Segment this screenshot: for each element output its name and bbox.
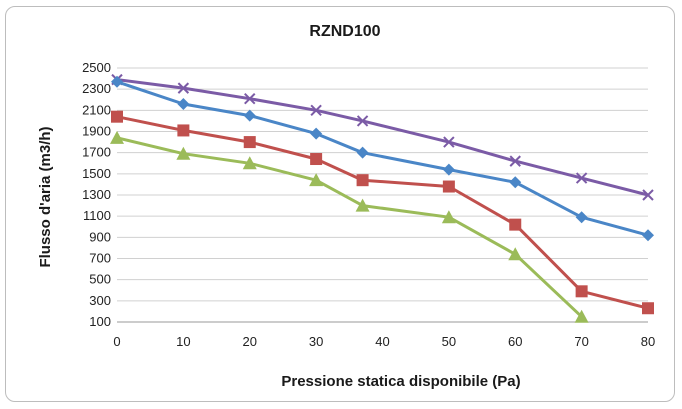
y-tick-label: 900 bbox=[89, 229, 111, 244]
series-group bbox=[110, 73, 654, 323]
y-axis-title: Flusso d'aria (m3/h) bbox=[37, 126, 54, 267]
series-1-point-3 bbox=[310, 127, 323, 140]
y-tick-label: 500 bbox=[89, 272, 111, 287]
y-tick-label: 2100 bbox=[82, 102, 111, 117]
y-tick-label: 100 bbox=[89, 314, 111, 329]
series-2-point-0 bbox=[111, 110, 123, 123]
x-tick-label: 10 bbox=[176, 334, 190, 349]
series-3-point-4 bbox=[355, 198, 370, 212]
series-2-point-5 bbox=[442, 180, 455, 193]
y-tick-label: 700 bbox=[89, 251, 111, 266]
series-1-point-1 bbox=[177, 97, 190, 110]
series-2-point-6 bbox=[509, 218, 522, 231]
series-1-point-2 bbox=[243, 109, 256, 122]
series-1-point-5 bbox=[442, 163, 455, 176]
series-0-point-5 bbox=[443, 136, 455, 148]
y-tick-label: 1100 bbox=[83, 208, 111, 223]
chart-frame bbox=[5, 6, 675, 402]
series-3-point-6 bbox=[508, 247, 523, 261]
series-0-point-2 bbox=[244, 92, 256, 105]
series-0-point-4 bbox=[356, 115, 369, 127]
series-3-point-7 bbox=[574, 309, 589, 323]
series-1-point-8 bbox=[642, 229, 654, 242]
series-2-point-2 bbox=[243, 136, 256, 149]
y-tick-label: 300 bbox=[89, 293, 111, 308]
chart-title: RZND100 bbox=[309, 23, 380, 40]
y-tick-label: 1700 bbox=[82, 145, 111, 160]
series-2-point-4 bbox=[356, 174, 369, 187]
series-2-point-8 bbox=[642, 302, 654, 315]
series-0-point-1 bbox=[177, 82, 190, 94]
series-2-point-1 bbox=[177, 124, 190, 137]
series-line-1 bbox=[116, 80, 649, 237]
x-tick-label: 30 bbox=[309, 334, 323, 349]
series-1-point-0 bbox=[111, 75, 123, 88]
x-tick-label: 60 bbox=[508, 334, 522, 349]
series-3-point-3 bbox=[309, 173, 324, 187]
series-1-point-7 bbox=[575, 211, 588, 224]
series-0-point-3 bbox=[310, 104, 322, 117]
series-0-point-8 bbox=[642, 189, 654, 201]
series-3-point-0 bbox=[110, 130, 124, 144]
x-tick-label: 50 bbox=[442, 334, 456, 349]
series-3-point-2 bbox=[242, 156, 257, 170]
series-1-point-4 bbox=[356, 146, 369, 159]
x-axis-ticks: 0 10 20 30 40 50 60 70 80 bbox=[113, 334, 655, 349]
series-2-point-3 bbox=[310, 153, 323, 166]
x-tick-label: 40 bbox=[375, 334, 389, 349]
x-tick-label: 80 bbox=[641, 334, 655, 349]
y-tick-label: 1500 bbox=[82, 166, 111, 181]
x-tick-label: 20 bbox=[243, 334, 257, 349]
y-tick-label: 2300 bbox=[82, 81, 111, 96]
series-3-point-5 bbox=[441, 210, 456, 224]
series-line-0 bbox=[116, 78, 649, 197]
x-tick-label: 70 bbox=[574, 334, 588, 349]
series-1-point-6 bbox=[509, 176, 522, 189]
y-tick-label: 2500 bbox=[82, 60, 111, 75]
series-3-point-1 bbox=[176, 146, 191, 160]
x-tick-label: 0 bbox=[113, 334, 120, 349]
series-0-point-7 bbox=[575, 172, 588, 184]
series-line-3 bbox=[116, 136, 583, 318]
y-tick-label: 1300 bbox=[82, 187, 111, 202]
y-tick-label: 1900 bbox=[82, 124, 111, 139]
y-axis-ticks: 100 300 500 700 900 1100 1300 1500 1700 1900 2100 2… bbox=[82, 60, 111, 329]
series-0-point-6 bbox=[509, 155, 521, 167]
series-2-point-7 bbox=[575, 285, 588, 298]
x-axis-title: Pressione statica disponibile (Pa) bbox=[281, 373, 520, 390]
